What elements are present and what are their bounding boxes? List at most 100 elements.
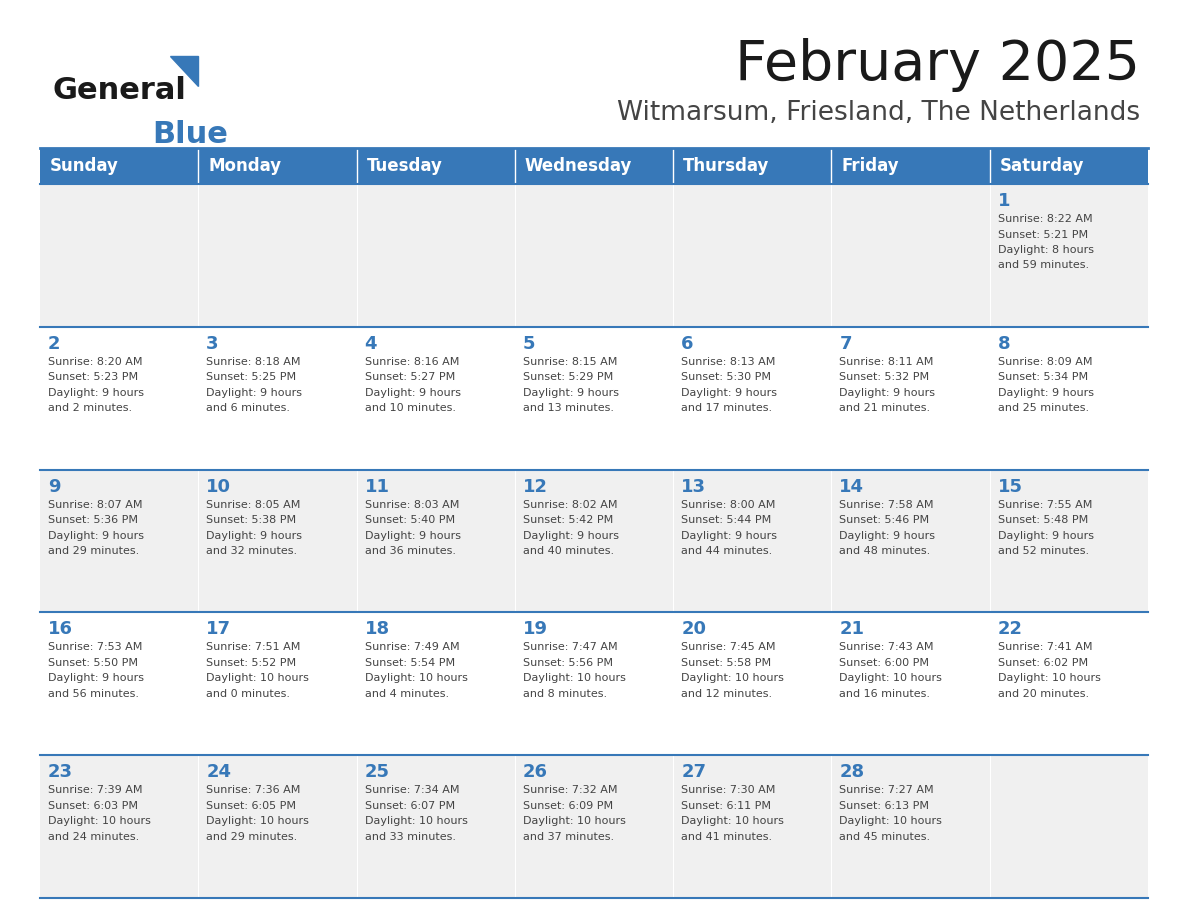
Text: Daylight: 10 hours: Daylight: 10 hours	[365, 816, 467, 826]
Text: Friday: Friday	[841, 157, 899, 175]
Text: Sunrise: 7:49 AM: Sunrise: 7:49 AM	[365, 643, 460, 653]
Text: Sunset: 5:40 PM: Sunset: 5:40 PM	[365, 515, 455, 525]
Text: Daylight: 9 hours: Daylight: 9 hours	[681, 387, 777, 397]
Text: Sunset: 6:02 PM: Sunset: 6:02 PM	[998, 658, 1088, 668]
Text: 1: 1	[998, 192, 1010, 210]
Text: 28: 28	[840, 763, 865, 781]
Text: and 10 minutes.: and 10 minutes.	[365, 403, 455, 413]
Text: Sunset: 5:21 PM: Sunset: 5:21 PM	[998, 230, 1088, 240]
Text: Sunset: 6:05 PM: Sunset: 6:05 PM	[207, 800, 296, 811]
Text: Daylight: 9 hours: Daylight: 9 hours	[681, 531, 777, 541]
Text: Sunrise: 7:39 AM: Sunrise: 7:39 AM	[48, 785, 143, 795]
Text: Sunrise: 8:02 AM: Sunrise: 8:02 AM	[523, 499, 618, 509]
Text: Daylight: 10 hours: Daylight: 10 hours	[840, 816, 942, 826]
Text: 17: 17	[207, 621, 232, 638]
Text: Sunset: 6:07 PM: Sunset: 6:07 PM	[365, 800, 455, 811]
Text: and 4 minutes.: and 4 minutes.	[365, 688, 449, 699]
Text: Sunset: 5:54 PM: Sunset: 5:54 PM	[365, 658, 455, 668]
Text: Daylight: 10 hours: Daylight: 10 hours	[681, 674, 784, 683]
Text: Sunrise: 8:11 AM: Sunrise: 8:11 AM	[840, 357, 934, 367]
Text: 8: 8	[998, 335, 1010, 353]
Text: and 8 minutes.: and 8 minutes.	[523, 688, 607, 699]
Text: and 21 minutes.: and 21 minutes.	[840, 403, 930, 413]
Text: Daylight: 10 hours: Daylight: 10 hours	[998, 674, 1100, 683]
Text: and 36 minutes.: and 36 minutes.	[365, 546, 455, 556]
Text: Sunrise: 7:58 AM: Sunrise: 7:58 AM	[840, 499, 934, 509]
Text: Sunrise: 7:34 AM: Sunrise: 7:34 AM	[365, 785, 459, 795]
Text: Sunrise: 8:20 AM: Sunrise: 8:20 AM	[48, 357, 143, 367]
Text: Sunrise: 8:18 AM: Sunrise: 8:18 AM	[207, 357, 301, 367]
Text: 12: 12	[523, 477, 548, 496]
Text: and 17 minutes.: and 17 minutes.	[681, 403, 772, 413]
Text: Sunrise: 7:53 AM: Sunrise: 7:53 AM	[48, 643, 143, 653]
Text: Daylight: 9 hours: Daylight: 9 hours	[840, 531, 935, 541]
Text: Daylight: 10 hours: Daylight: 10 hours	[48, 816, 151, 826]
Bar	[40, 184, 1148, 327]
Bar	[990, 148, 1148, 184]
Text: Saturday: Saturday	[1000, 157, 1085, 175]
Text: 20: 20	[681, 621, 706, 638]
Text: 2: 2	[48, 335, 61, 353]
Text: Sunrise: 7:30 AM: Sunrise: 7:30 AM	[681, 785, 776, 795]
Text: Sunrise: 7:41 AM: Sunrise: 7:41 AM	[998, 643, 1092, 653]
Text: Sunrise: 8:15 AM: Sunrise: 8:15 AM	[523, 357, 618, 367]
Text: 7: 7	[840, 335, 852, 353]
Text: Daylight: 8 hours: Daylight: 8 hours	[998, 245, 1094, 255]
Text: 4: 4	[365, 335, 377, 353]
Text: Sunrise: 8:09 AM: Sunrise: 8:09 AM	[998, 357, 1092, 367]
Polygon shape	[170, 56, 198, 86]
Text: and 59 minutes.: and 59 minutes.	[998, 261, 1089, 271]
Text: 18: 18	[365, 621, 390, 638]
Text: Monday: Monday	[208, 157, 282, 175]
Text: and 29 minutes.: and 29 minutes.	[207, 832, 297, 842]
Text: Sunset: 5:30 PM: Sunset: 5:30 PM	[681, 373, 771, 382]
Text: Sunrise: 7:55 AM: Sunrise: 7:55 AM	[998, 499, 1092, 509]
Text: and 32 minutes.: and 32 minutes.	[207, 546, 297, 556]
Text: and 48 minutes.: and 48 minutes.	[840, 546, 930, 556]
Text: Blue: Blue	[152, 120, 228, 149]
Text: Sunset: 5:56 PM: Sunset: 5:56 PM	[523, 658, 613, 668]
Text: Sunrise: 8:05 AM: Sunrise: 8:05 AM	[207, 499, 301, 509]
Text: Daylight: 9 hours: Daylight: 9 hours	[48, 531, 144, 541]
Text: Sunset: 5:46 PM: Sunset: 5:46 PM	[840, 515, 929, 525]
Text: Sunset: 5:32 PM: Sunset: 5:32 PM	[840, 373, 929, 382]
Text: Sunrise: 8:13 AM: Sunrise: 8:13 AM	[681, 357, 776, 367]
Text: Daylight: 10 hours: Daylight: 10 hours	[681, 816, 784, 826]
Text: Daylight: 10 hours: Daylight: 10 hours	[840, 674, 942, 683]
Text: and 25 minutes.: and 25 minutes.	[998, 403, 1089, 413]
Text: 19: 19	[523, 621, 548, 638]
Text: and 2 minutes.: and 2 minutes.	[48, 403, 132, 413]
Text: and 44 minutes.: and 44 minutes.	[681, 546, 772, 556]
Text: Sunrise: 7:32 AM: Sunrise: 7:32 AM	[523, 785, 618, 795]
Text: 6: 6	[681, 335, 694, 353]
Text: February 2025: February 2025	[735, 38, 1140, 92]
Bar	[40, 327, 1148, 470]
Text: 27: 27	[681, 763, 706, 781]
Text: and 56 minutes.: and 56 minutes.	[48, 688, 139, 699]
Text: Sunset: 5:23 PM: Sunset: 5:23 PM	[48, 373, 138, 382]
Text: and 0 minutes.: and 0 minutes.	[207, 688, 290, 699]
Text: Daylight: 9 hours: Daylight: 9 hours	[998, 387, 1094, 397]
Text: Sunrise: 8:03 AM: Sunrise: 8:03 AM	[365, 499, 459, 509]
Text: Sunrise: 8:00 AM: Sunrise: 8:00 AM	[681, 499, 776, 509]
Text: Sunrise: 7:27 AM: Sunrise: 7:27 AM	[840, 785, 934, 795]
Text: Sunrise: 7:36 AM: Sunrise: 7:36 AM	[207, 785, 301, 795]
Text: and 20 minutes.: and 20 minutes.	[998, 688, 1089, 699]
Text: Sunrise: 7:45 AM: Sunrise: 7:45 AM	[681, 643, 776, 653]
Text: Daylight: 10 hours: Daylight: 10 hours	[207, 816, 309, 826]
Text: Daylight: 10 hours: Daylight: 10 hours	[365, 674, 467, 683]
Bar	[40, 470, 1148, 612]
Text: Sunset: 5:48 PM: Sunset: 5:48 PM	[998, 515, 1088, 525]
Text: Sunset: 5:25 PM: Sunset: 5:25 PM	[207, 373, 297, 382]
Text: Daylight: 9 hours: Daylight: 9 hours	[365, 531, 461, 541]
Text: 26: 26	[523, 763, 548, 781]
Text: 24: 24	[207, 763, 232, 781]
Bar	[514, 148, 674, 184]
Text: and 37 minutes.: and 37 minutes.	[523, 832, 614, 842]
Text: Sunset: 6:13 PM: Sunset: 6:13 PM	[840, 800, 929, 811]
Text: Sunrise: 8:16 AM: Sunrise: 8:16 AM	[365, 357, 459, 367]
Text: Sunset: 5:44 PM: Sunset: 5:44 PM	[681, 515, 771, 525]
Bar	[674, 148, 832, 184]
Text: Sunset: 6:11 PM: Sunset: 6:11 PM	[681, 800, 771, 811]
Text: Daylight: 9 hours: Daylight: 9 hours	[840, 387, 935, 397]
